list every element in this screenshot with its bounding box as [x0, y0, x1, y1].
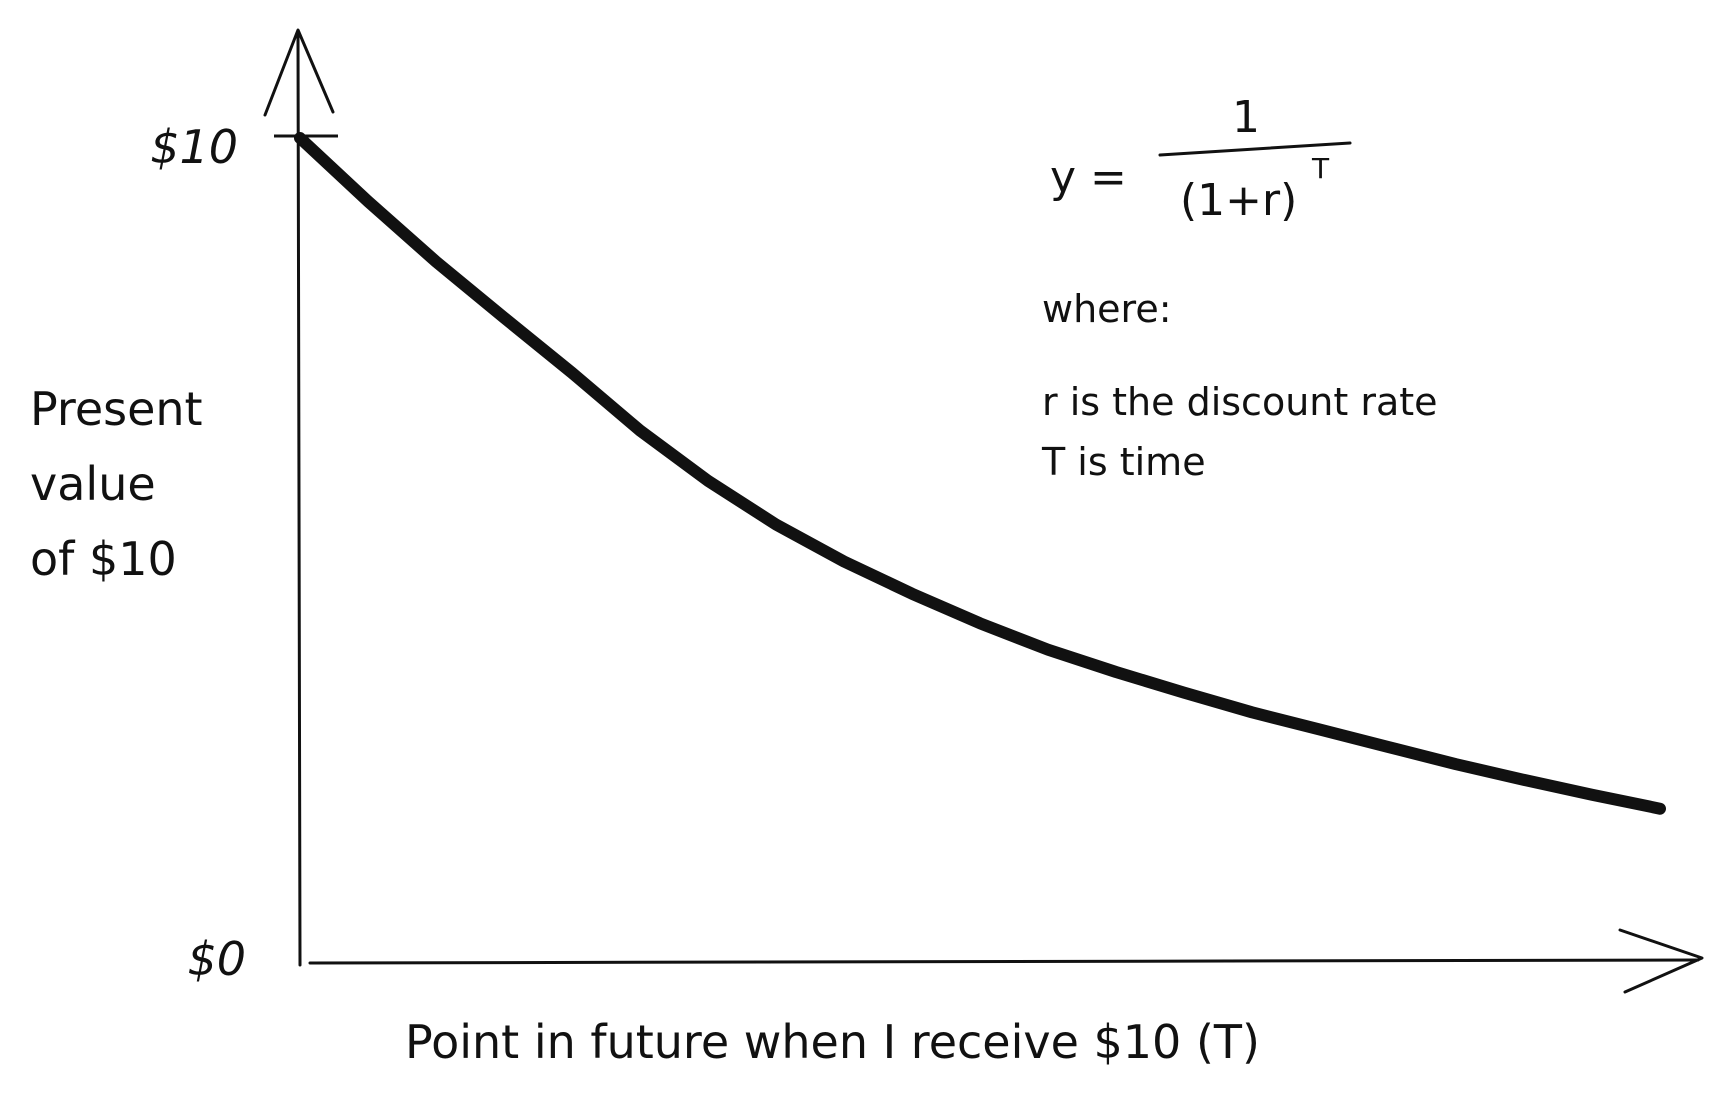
x-axis-label: Point in future when I receive $10 (T) [405, 1015, 1260, 1069]
formula-def-r: r is the discount rate [1042, 380, 1438, 424]
y-axis-line [296, 33, 302, 967]
present-value-series-line [294, 132, 1666, 815]
y-axis-label-line-3: of $10 [30, 532, 177, 586]
y-tick-label-bottom: $0 [187, 932, 246, 986]
formula-annotation: y = 1 (1+r) T where: r is the discount r… [1041, 92, 1438, 484]
formula-fraction-bar [1158, 141, 1352, 157]
formula-exponent: T [1311, 152, 1330, 185]
y-axis-label-line-1: Present [30, 382, 203, 436]
y-tick-label-top: $10 [150, 120, 238, 174]
formula-numerator: 1 [1232, 92, 1260, 143]
x-axis-arrowhead [1618, 928, 1704, 994]
y-tick-labels: $10 $0 [150, 120, 246, 986]
formula-where: where: [1042, 287, 1172, 331]
formula-denominator: (1+r) [1180, 175, 1297, 226]
formula-def-t: T is time [1041, 440, 1206, 484]
x-axis-line [308, 958, 1700, 965]
x-axis [308, 928, 1704, 994]
y-axis-label: Present value of $10 [30, 382, 203, 586]
formula-lhs: y = [1050, 152, 1127, 203]
y-axis-label-line-2: value [30, 457, 156, 511]
y-axis-arrowhead [263, 28, 335, 117]
